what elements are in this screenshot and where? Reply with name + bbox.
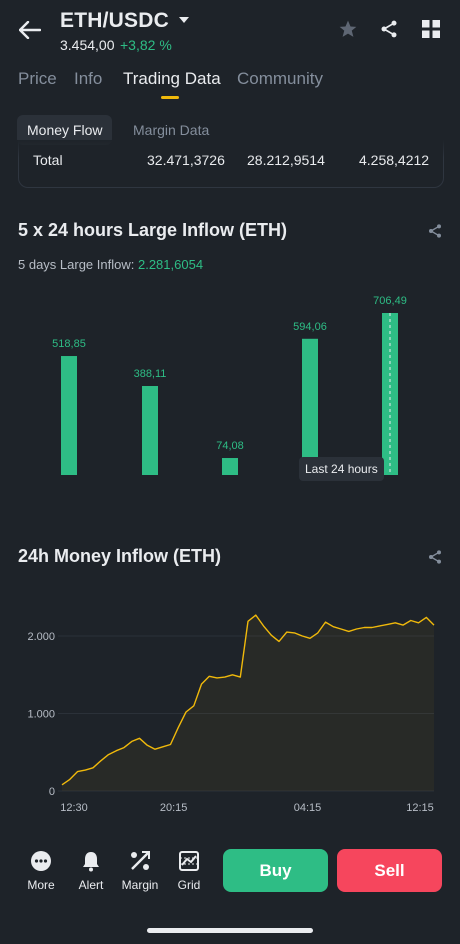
bar-value-label: 706,49 xyxy=(373,295,407,307)
last-price: 3.454,00 xyxy=(60,37,115,53)
money-inflow-title: 24h Money Inflow (ETH) xyxy=(18,546,222,566)
nav-grid[interactable]: Grid xyxy=(164,850,214,892)
area-fill xyxy=(62,615,434,791)
nav-label: Alert xyxy=(78,878,104,892)
bar[interactable] xyxy=(302,338,318,475)
nav-alert[interactable]: Alert xyxy=(66,850,116,892)
large-inflow-title: 5 x 24 hours Large Inflow (ETH) xyxy=(18,220,288,240)
margin-icon xyxy=(131,851,150,870)
large-inflow-bar-chart[interactable]: 518,85 388,11 74,08 594,06 706,49 xyxy=(0,285,460,485)
tab-info[interactable]: Info xyxy=(74,69,103,88)
scroll-fade xyxy=(0,140,460,158)
back-arrow-icon[interactable] xyxy=(14,14,46,46)
chart-tooltip: Last 24 hours xyxy=(299,457,384,481)
active-tab-indicator xyxy=(161,96,179,99)
nav-more[interactable]: More xyxy=(16,850,66,892)
bar[interactable] xyxy=(222,458,238,475)
tab-price[interactable]: Price xyxy=(18,69,57,88)
y-tick-label: 0 xyxy=(49,786,55,798)
nav-label: More xyxy=(27,878,55,892)
nav-label: Grid xyxy=(177,878,201,892)
nav-margin[interactable]: Margin xyxy=(115,850,165,892)
bar-value-label: 388,11 xyxy=(134,368,167,380)
tab-community[interactable]: Community xyxy=(237,69,323,88)
bell-icon xyxy=(83,852,99,872)
bar-value-label: 518,85 xyxy=(52,338,86,350)
buy-button[interactable]: Buy xyxy=(223,849,328,892)
grid-menu-icon[interactable] xyxy=(418,16,444,42)
tab-trading-data[interactable]: Trading Data xyxy=(123,69,221,88)
y-tick-label: 1.000 xyxy=(27,709,55,721)
grid-bot-icon xyxy=(179,851,199,871)
pair-title[interactable]: ETH/USDC xyxy=(60,9,169,32)
price-change: +3,82 % xyxy=(120,37,172,53)
home-indicator xyxy=(147,928,313,933)
inflow-line xyxy=(61,614,435,786)
nav-label: Margin xyxy=(121,878,159,892)
five-day-inflow-summary: 5 days Large Inflow: 2.281,6054 xyxy=(18,257,203,272)
share-icon[interactable] xyxy=(376,16,402,42)
x-tick-label: 20:15 xyxy=(160,802,188,814)
x-tick-label: 04:15 xyxy=(294,802,322,814)
more-icon xyxy=(31,851,51,871)
bar[interactable] xyxy=(142,386,158,475)
summary-label: 5 days Large Inflow: xyxy=(18,257,135,272)
x-tick-label: 12:30 xyxy=(60,802,88,814)
subtab-margin-data[interactable]: Margin Data xyxy=(133,122,210,138)
share-icon[interactable] xyxy=(427,223,445,241)
bar-value-label: 74,08 xyxy=(216,440,244,452)
money-inflow-line-chart[interactable]: 0 1.000 2.000 12:30 20:15 04:15 12:15 xyxy=(0,595,460,825)
summary-value: 2.281,6054 xyxy=(137,257,204,272)
share-icon[interactable] xyxy=(427,549,445,567)
y-tick-label: 2.000 xyxy=(27,631,55,643)
bar-value-label: 594,06 xyxy=(293,321,327,333)
x-tick-label: 12:15 xyxy=(406,802,434,814)
favorite-star-icon[interactable] xyxy=(335,16,361,42)
sell-button[interactable]: Sell xyxy=(337,849,442,892)
bar[interactable] xyxy=(61,356,77,475)
pair-dropdown-icon[interactable] xyxy=(178,13,190,25)
